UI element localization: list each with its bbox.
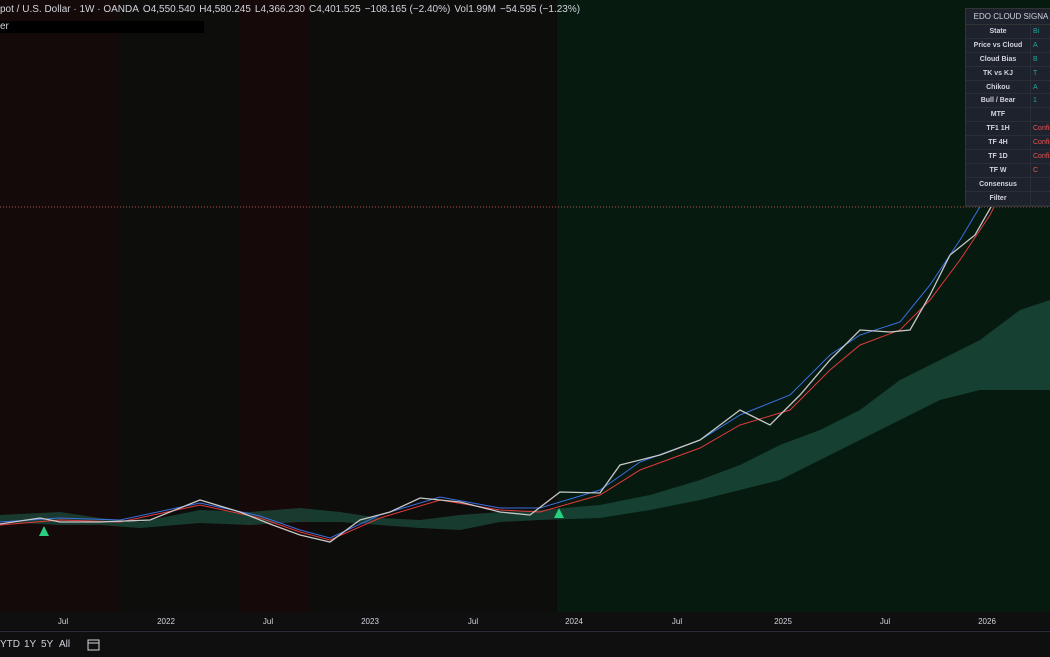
row-value: 1 — [1030, 94, 1050, 108]
calendar-icon[interactable] — [87, 638, 101, 652]
row-label: Filter — [989, 194, 1007, 202]
buy-signal — [554, 508, 564, 518]
range-button[interactable]: 5Y — [41, 639, 54, 650]
ohlc: O4,550.540 H4,580.245 L4,366.230 C4,401.525… — [143, 4, 584, 15]
row-value: Confir — [1030, 122, 1050, 136]
table-title: EDO CLOUD SIGNA — [966, 9, 1050, 25]
time-label: Jul — [262, 617, 274, 626]
time-axis: Jul 2022 Jul 2023 Jul 2024 Jul 2025 Jul 2026 — [0, 612, 1050, 630]
time-label: 2024 — [565, 617, 583, 626]
time-label: Jul — [467, 617, 479, 626]
toolbar: YTD 1Y 5Y All — [0, 631, 1050, 657]
indicator-label: er — [0, 21, 204, 33]
plot — [0, 0, 1050, 612]
row-label: Price vs Cloud — [973, 41, 1023, 49]
row-value: T — [1030, 66, 1050, 80]
ichimoku-cloud — [0, 300, 1050, 530]
ohlc-value: O4,550.540 — [142, 4, 196, 15]
table-row: TK vs KJ T — [966, 66, 1050, 81]
row-label: TF1 1H — [986, 125, 1010, 133]
range-button[interactable]: 1Y — [24, 639, 37, 650]
table-row: Consensus — [966, 177, 1050, 192]
ohlc-value: Vol1.99M — [454, 4, 497, 15]
ohlc-value: C4,401.525 — [308, 4, 361, 15]
range-button[interactable]: YTD — [0, 639, 20, 650]
row-value: Confir — [1030, 150, 1050, 163]
ohlc-value: −108.165 (−2.40%) — [364, 4, 451, 15]
row-label: TF 4H — [988, 139, 1008, 147]
row-label: TF W — [989, 166, 1007, 174]
row-label: Chikou — [986, 83, 1010, 91]
row-label: State — [989, 27, 1007, 35]
row-label: Cloud Bias — [979, 55, 1017, 63]
time-label: Jul — [671, 617, 683, 626]
time-label: 2026 — [978, 617, 996, 626]
row-value: A — [1030, 38, 1050, 52]
time-label: 2023 — [361, 617, 379, 626]
table-row: Filter — [966, 191, 1050, 206]
table-row: TF 1D Confir — [966, 150, 1050, 164]
row-value: B — [1030, 52, 1050, 66]
time-label: Jul — [57, 617, 69, 626]
signal-table: EDO CLOUD SIGNA State Bi Price vs Cloud A Clo… — [965, 8, 1050, 207]
price-series — [0, 99, 1050, 543]
time-label: Jul — [879, 617, 891, 626]
row-label: TF 1D — [988, 152, 1008, 160]
table-row: Bull / Bear 1 — [966, 94, 1050, 109]
row-value — [1030, 191, 1050, 205]
table-row: MTF — [966, 108, 1050, 123]
row-value — [1030, 108, 1050, 122]
row-label: TK vs KJ — [983, 69, 1013, 77]
table-row: TF1 1H Confir — [966, 122, 1050, 137]
row-label: MTF — [990, 111, 1006, 119]
row-value: C — [1030, 163, 1050, 177]
symbol-header: pot / U.S. Dollar · 1W · OANDA O4,550.540… — [0, 4, 588, 15]
bear-zone — [0, 0, 120, 612]
row-value — [1030, 177, 1050, 191]
row-value: A — [1030, 80, 1050, 94]
table-row: Chikou A — [966, 80, 1050, 95]
row-label: Consensus — [979, 180, 1017, 188]
buy-signal — [39, 526, 49, 536]
symbol: pot / U.S. Dollar · 1W · OANDA — [0, 4, 139, 15]
ohlc-value: −54.595 (−1.23%) — [500, 4, 581, 15]
tenkan-line — [0, 129, 1050, 539]
range-button[interactable]: All — [59, 639, 71, 650]
table-row: TF 4H Confir — [966, 136, 1050, 151]
table-row: TF W C — [966, 163, 1050, 178]
row-label: Bull / Bear — [980, 97, 1016, 105]
row-value: Bi — [1030, 25, 1050, 38]
table-row: State Bi — [966, 25, 1050, 39]
time-label: 2025 — [774, 617, 792, 626]
table-row: Price vs Cloud A — [966, 38, 1050, 53]
ohlc-value: H4,580.245 — [199, 4, 251, 15]
ohlc-value: L4,366.230 — [254, 4, 305, 15]
row-value: Confir — [1030, 136, 1050, 150]
table-row: Cloud Bias B — [966, 52, 1050, 67]
time-label: 2022 — [157, 617, 175, 626]
